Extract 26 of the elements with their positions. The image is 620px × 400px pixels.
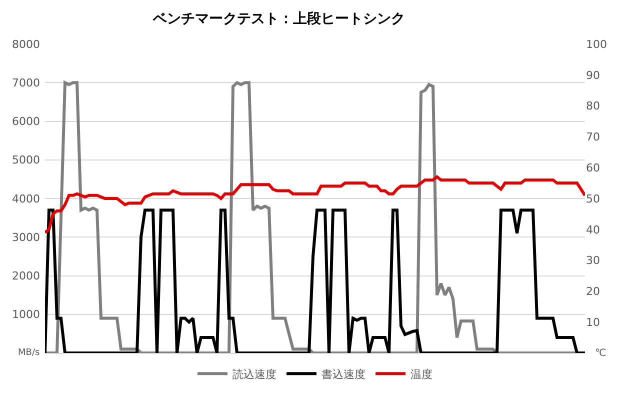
y-tick-label: 7000 <box>12 76 40 90</box>
y2-tick-label: 90 <box>586 68 600 82</box>
y-tick-label: 2000 <box>12 270 40 283</box>
y2-tick-label: 60 <box>586 161 600 174</box>
y-tick-label: 5000 <box>12 154 40 167</box>
chart-title: ベンチマークテスト：上段ヒートシンク <box>152 10 405 27</box>
y2-tick-label: 80 <box>586 100 600 113</box>
y-tick-label: 3000 <box>12 230 40 244</box>
line-series <box>45 175 585 234</box>
y2-tick-label: 70 <box>586 130 600 144</box>
legend-label: 読込速度 <box>232 368 276 381</box>
y2-tick-label: 50 <box>586 192 600 206</box>
y2-tick-label: 40 <box>586 223 600 236</box>
y-tick-label: 1000 <box>12 308 40 322</box>
y2-tick-label: 20 <box>586 285 600 298</box>
y-tick-label: 6000 <box>12 115 40 128</box>
y2-tick-label: 30 <box>586 254 600 268</box>
y-tick-label: 4000 <box>12 192 40 206</box>
y2-tick-label: 10 <box>586 316 600 329</box>
legend-label: 書込速度 <box>322 368 366 381</box>
y-tick-label: 8000 <box>12 38 40 51</box>
line-series <box>45 208 585 353</box>
y2-axis-title: ℃ <box>595 348 606 359</box>
legend-label: 温度 <box>410 368 432 381</box>
y2-tick-label: 100 <box>586 38 607 51</box>
y-axis-title: MB/s <box>18 348 40 358</box>
